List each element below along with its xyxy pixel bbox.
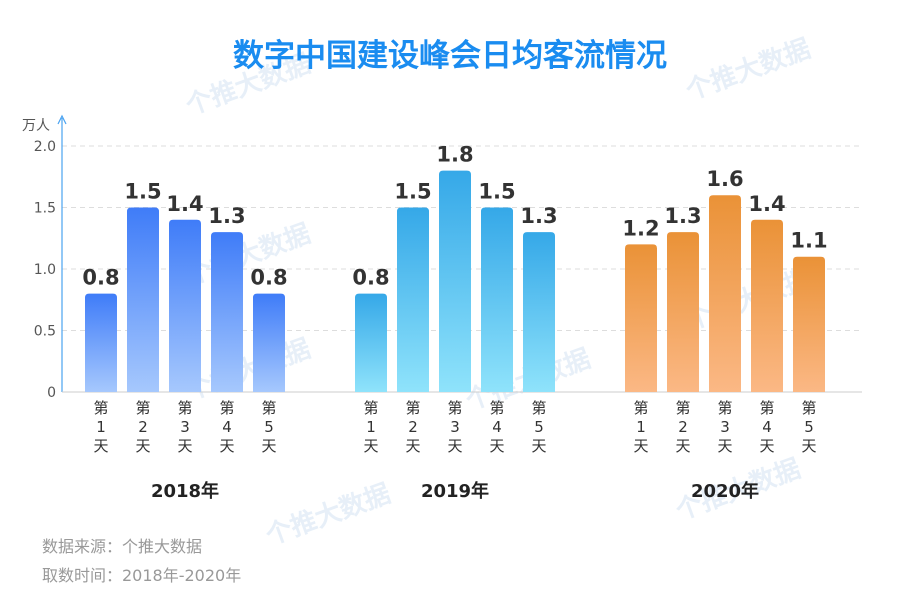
bar [625, 244, 657, 392]
bar [397, 207, 429, 392]
bar-value-label: 1.5 [394, 180, 431, 204]
labels: 0.8 第 1 天 1.5 第 2 天 1.4 第 3 天 1.3 第 4 天 0.8 第 5 天 2018年 0.8 第 1… [82, 143, 827, 502]
bar [709, 195, 741, 392]
y-tick-label: 1.5 [34, 201, 56, 217]
watermark: 个推大数据 [182, 219, 314, 292]
bar [793, 256, 825, 392]
bar-value-label: 1.1 [790, 229, 827, 253]
bar-value-label: 0.8 [352, 266, 389, 290]
bar-value-label: 0.8 [82, 266, 119, 290]
bar-value-label: 1.5 [478, 180, 515, 204]
y-tick-label: 1.0 [34, 262, 56, 278]
bar [127, 207, 159, 392]
group-label: 2019年 [421, 480, 489, 502]
watermark: 个推大数据 [182, 334, 314, 407]
bar-value-label: 1.2 [622, 216, 659, 240]
bar-value-label: 1.3 [208, 204, 245, 228]
watermark: 个推大数据 [262, 479, 394, 552]
y-axis-arrow [57, 114, 67, 125]
group-label: 2020年 [691, 480, 759, 502]
bar-value-label: 1.4 [166, 192, 203, 216]
bar-value-label: 1.3 [520, 204, 557, 228]
bar [481, 207, 513, 392]
bar [667, 232, 699, 392]
y-axis-unit: 万人 [22, 118, 50, 134]
bar [253, 293, 285, 392]
data-source: 数据来源：个推大数据 [42, 537, 202, 556]
bar [169, 219, 201, 392]
watermark: 个推大数据 [682, 34, 814, 107]
bar [211, 232, 243, 392]
bar [523, 232, 555, 392]
bar [751, 219, 783, 392]
y-tick-label: 2.0 [34, 139, 56, 155]
bar [355, 293, 387, 392]
bar-value-label: 1.5 [124, 180, 161, 204]
chart-title: 数字中国建设峰会日均客流情况 [233, 38, 667, 74]
y-axis-ticks: 0 0.5 1.0 1.5 2.0 [34, 139, 56, 401]
bar-value-label: 1.3 [664, 204, 701, 228]
bar [439, 170, 471, 392]
y-tick-label: 0 [47, 385, 56, 401]
data-period: 取数时间：2018年-2020年 [42, 566, 241, 585]
bars [85, 170, 825, 392]
bar-value-label: 1.4 [748, 192, 785, 216]
group-label: 2018年 [151, 480, 219, 502]
bar-value-label: 1.8 [436, 143, 473, 167]
y-tick-label: 0.5 [34, 324, 56, 340]
bar-value-label: 1.6 [706, 167, 743, 191]
bar-value-label: 0.8 [250, 266, 287, 290]
bar [85, 293, 117, 392]
